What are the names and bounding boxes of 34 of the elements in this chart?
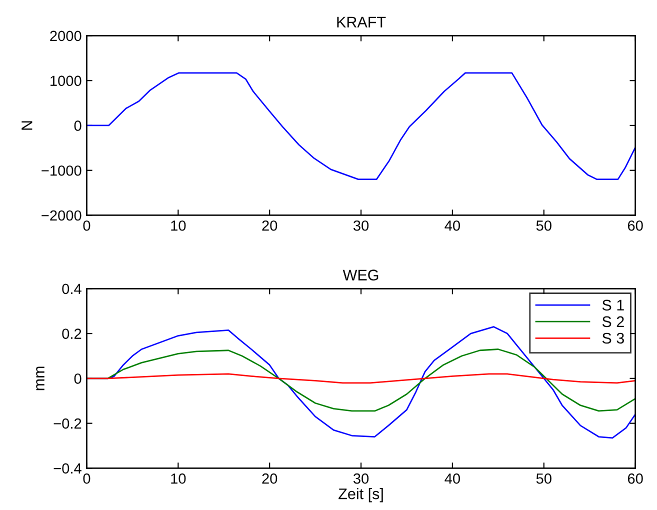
x-tick-label: 60: [628, 220, 643, 231]
y-tick-label: 0.2: [62, 328, 82, 339]
x-tick-label: 10: [171, 473, 186, 484]
legend-label: S 2: [602, 316, 624, 328]
y-tick-label: −1000: [42, 165, 82, 176]
x-tick-label: 20: [262, 473, 278, 484]
x-tick-label: 40: [444, 473, 460, 484]
y-tick-label: 0.4: [62, 284, 82, 294]
x-tick-label: 30: [353, 220, 369, 231]
y-tick-label: 0: [74, 120, 82, 131]
x-tick-label: 60: [628, 473, 643, 484]
x-tick-label: 50: [536, 473, 552, 484]
line-series: [86, 373, 636, 384]
x-tick-label: 0: [83, 220, 90, 231]
y-tick-label: −0.4: [54, 463, 82, 474]
legend-label: S 1: [602, 300, 624, 311]
x-tick-label: 30: [353, 473, 369, 484]
x-tick-label: 20: [262, 220, 278, 231]
y-tick-label: 0: [74, 374, 82, 384]
legend-label: S 3: [602, 332, 624, 344]
y-axis-title: mm: [36, 366, 44, 390]
y-tick-label: −0.2: [54, 418, 82, 429]
y-tick-label: 1000: [50, 76, 82, 86]
x-tick-label: 10: [171, 220, 186, 231]
y-tick-label: 2000: [50, 30, 82, 42]
y-tick-label: −2000: [42, 210, 82, 221]
x-tick-label: 0: [83, 473, 90, 484]
y-axis-title: N: [22, 121, 32, 130]
chart-title: WEG: [342, 270, 378, 280]
x-axis-title: Zeit [s]: [338, 488, 383, 502]
line-series: [86, 72, 636, 180]
x-tick-label: 50: [536, 220, 552, 231]
chart-title: KRAFT: [337, 16, 386, 28]
x-tick-label: 40: [444, 220, 460, 231]
